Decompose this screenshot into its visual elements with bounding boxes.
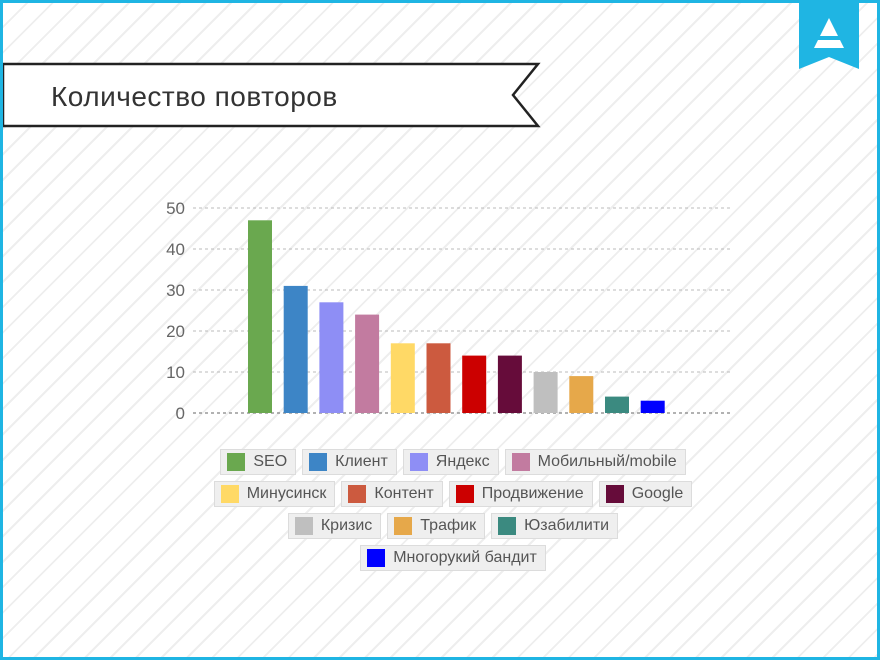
legend-row: Минусинск Контент Продвижение Google <box>213 481 693 507</box>
legend-row: SEO Клиент Яндекс Мобильный/mobile <box>220 449 686 475</box>
chart-legend: SEO Клиент Яндекс Мобильный/mobile Минусинск… <box>143 449 763 571</box>
bar-3 <box>355 314 380 413</box>
a-triangle-bookmark-icon <box>799 3 859 69</box>
legend-label: Многорукий бандит <box>393 549 537 566</box>
legend-swatch <box>367 549 386 567</box>
y-tick-label: 10 <box>166 363 185 382</box>
legend-swatch <box>498 517 517 535</box>
legend-swatch <box>220 485 239 503</box>
bar-chart: 0 10 20 30 40 50 <box>166 199 731 423</box>
legend-row: Кризис Трафик Юзабилити <box>287 513 619 539</box>
legend-item: Клиент <box>302 449 397 475</box>
legend-label: Яндекс <box>435 453 490 470</box>
legend-label: SEO <box>253 453 288 470</box>
legend-label: Трафик <box>420 517 477 534</box>
bar-7 <box>497 355 522 413</box>
y-tick-label: 30 <box>166 281 185 300</box>
bar-11 <box>640 400 665 413</box>
page-title: Количество повторов <box>51 81 338 112</box>
legend-label: Google <box>631 485 684 502</box>
legend-swatch <box>455 485 474 503</box>
bar-10 <box>605 396 629 413</box>
legend-swatch <box>294 517 313 535</box>
legend-label: Минусинск <box>246 485 327 502</box>
bar-0 <box>248 220 272 413</box>
legend-item: SEO <box>220 449 297 475</box>
legend-row: Многорукий бандит <box>360 545 546 571</box>
y-tick-label: 0 <box>176 404 185 423</box>
bars <box>248 220 665 413</box>
legend-swatch <box>511 453 530 471</box>
legend-label: Контент <box>374 485 434 502</box>
legend-label: Клиент <box>335 453 388 470</box>
title-ribbon <box>3 62 541 128</box>
legend-item: Мобильный/mobile <box>504 449 686 475</box>
legend-item: Яндекс <box>402 449 499 475</box>
legend-label: Юзабилити <box>524 517 610 534</box>
legend-item: Продвижение <box>448 481 593 507</box>
legend-item: Минусинск <box>213 481 336 507</box>
y-tick-label: 40 <box>166 240 185 259</box>
bar-6 <box>462 355 487 413</box>
legend-swatch <box>409 453 428 471</box>
bar-4 <box>390 343 415 413</box>
grid-lines <box>193 207 731 414</box>
y-tick-label: 20 <box>166 322 185 341</box>
legend-label: Продвижение <box>481 485 584 502</box>
y-tick-label: 50 <box>166 199 185 218</box>
y-axis-ticks: 0 10 20 30 40 50 <box>166 199 185 423</box>
bar-2 <box>319 302 344 413</box>
bar-9 <box>569 376 594 413</box>
legend-label: Кризис <box>320 517 373 534</box>
legend-swatch <box>348 485 367 503</box>
legend-swatch <box>309 453 328 471</box>
legend-item: Контент <box>341 481 443 507</box>
bar-5 <box>426 343 451 413</box>
bar-8 <box>533 372 558 413</box>
legend-item: Юзабилити <box>491 513 619 539</box>
legend-swatch <box>605 485 624 503</box>
legend-item: Многорукий бандит <box>360 545 546 571</box>
legend-label: Мобильный/mobile <box>537 453 677 470</box>
legend-item: Кризис <box>287 513 382 539</box>
legend-item: Трафик <box>387 513 486 539</box>
bar-1 <box>283 285 308 413</box>
legend-item: Google <box>598 481 693 507</box>
legend-swatch <box>394 517 413 535</box>
legend-swatch <box>227 453 246 471</box>
